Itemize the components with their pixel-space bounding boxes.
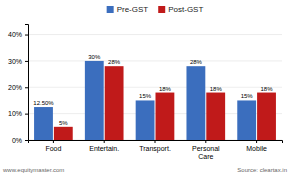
x-tick: Transport.: [139, 140, 171, 153]
x-tick-label: PersonalCare: [192, 145, 220, 160]
data-label: 30%: [88, 54, 101, 60]
x-tick-label: Mobile: [246, 145, 267, 152]
bar-series: [34, 61, 256, 140]
legend-swatch: [107, 6, 114, 13]
y-tick-label: 0%: [12, 137, 22, 144]
x-axis: Food Entertain. Transport. PersonalCare Mobi…: [29, 140, 283, 160]
data-label: 15%: [241, 93, 254, 99]
legend-item: Post-GST: [158, 5, 203, 14]
x-tick-mark: [155, 140, 156, 143]
data-label: 18%: [261, 86, 274, 92]
y-tick-mark: [25, 87, 28, 88]
x-tick-label-line: Personal: [192, 145, 220, 152]
annotation: www.equitymaster.com: [2, 167, 64, 173]
x-tick-label-line: Entertain.: [89, 145, 119, 152]
data-label: 15%: [139, 93, 152, 99]
x-tick-mark: [53, 140, 54, 143]
x-tick-label-line: Transport.: [139, 145, 171, 153]
y-tick-mark: [25, 140, 28, 141]
bar: [257, 93, 276, 140]
x-tick: Food: [45, 140, 61, 152]
y-tick-mark: [25, 35, 28, 36]
x-tick-label: Transport.: [139, 145, 171, 153]
x-tick-mark: [205, 140, 206, 143]
annotations: www.equitymaster.com Source: cleartax.in: [2, 167, 287, 173]
bars: [34, 61, 276, 140]
chart: 12.50% 30% 15% 28% 15% 5% 28% 18% 18% 18% 0% 10% 20%…: [0, 0, 290, 174]
y-axis: 0% 10% 20% 30% 40%: [8, 25, 29, 144]
y-tick-mark: [25, 61, 28, 62]
data-label: 5%: [59, 120, 68, 126]
y-tick: 0%: [12, 137, 28, 144]
y-tick-mark: [25, 114, 28, 115]
y-tick-label: 30%: [8, 58, 22, 65]
x-tick-label-line: Care: [198, 153, 213, 160]
x-axis-line: [29, 141, 283, 144]
x-tick-label-line: Food: [45, 145, 61, 152]
bar: [105, 66, 124, 140]
x-tick-label: Food: [45, 145, 61, 152]
y-tick: 30%: [8, 58, 28, 65]
legend-label: Post-GST: [168, 5, 203, 14]
x-tick-label-line: Mobile: [246, 145, 267, 152]
y-tick-label: 10%: [8, 110, 22, 117]
x-tick: Entertain.: [89, 140, 119, 152]
grid-line: [28, 60, 282, 61]
legend-item: Pre-GST: [107, 5, 149, 14]
legend-swatch: [158, 6, 165, 13]
bar: [34, 107, 53, 140]
y-tick-label: 20%: [8, 84, 22, 91]
bar: [237, 100, 256, 140]
y-tick-label: 40%: [8, 31, 22, 38]
data-label: 18%: [159, 86, 172, 92]
grid: [28, 35, 282, 140]
data-label: 18%: [210, 86, 223, 92]
x-tick-label: Entertain.: [89, 145, 119, 152]
y-tick: 20%: [8, 84, 28, 91]
x-tick: PersonalCare: [192, 140, 220, 160]
data-label: 28%: [108, 59, 121, 65]
bar: [85, 61, 104, 140]
bar-series: [54, 66, 276, 140]
y-axis-line: [25, 25, 29, 141]
data-labels: 12.50% 30% 15% 28% 15% 5% 28% 18% 18% 18%: [33, 54, 273, 126]
x-tick-mark: [256, 140, 257, 143]
legend: Pre-GST Post-GST: [107, 5, 204, 14]
x-tick: Mobile: [246, 140, 267, 152]
y-tick: 40%: [8, 31, 28, 38]
legend-label: Pre-GST: [117, 5, 149, 14]
bar: [206, 93, 225, 140]
annotation: Source: cleartax.in: [237, 167, 287, 173]
data-label: 28%: [190, 59, 203, 65]
y-tick: 10%: [8, 110, 28, 117]
bar: [136, 100, 155, 140]
bar: [155, 93, 174, 140]
bar: [54, 127, 73, 140]
grid-line: [28, 87, 282, 88]
bar: [186, 66, 205, 140]
x-tick-mark: [104, 140, 105, 143]
grid-line: [28, 34, 282, 35]
data-label: 12.50%: [33, 100, 54, 106]
